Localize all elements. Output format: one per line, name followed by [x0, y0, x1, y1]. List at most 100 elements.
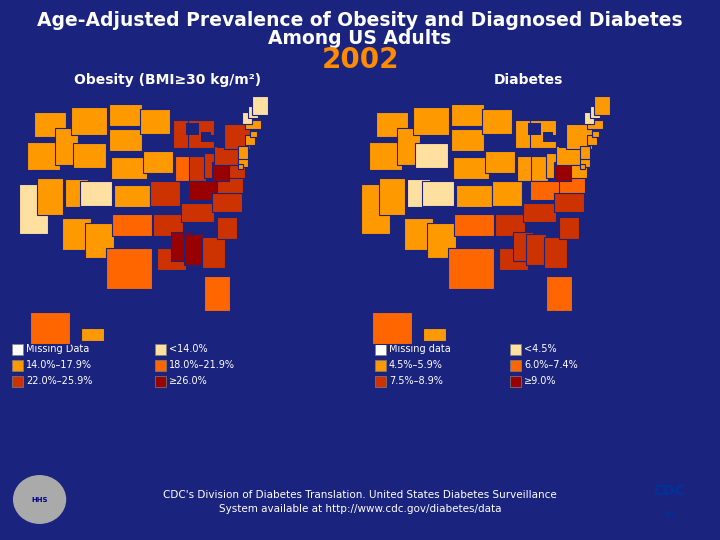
- Bar: [556, 146, 582, 165]
- Bar: [27, 141, 60, 170]
- Bar: [214, 146, 240, 165]
- Bar: [593, 96, 610, 115]
- Bar: [65, 179, 88, 207]
- Bar: [30, 312, 70, 343]
- Bar: [369, 141, 402, 170]
- Bar: [155, 376, 166, 387]
- Text: <14.0%: <14.0%: [169, 345, 207, 354]
- Bar: [515, 120, 538, 148]
- Bar: [156, 248, 186, 270]
- Circle shape: [14, 476, 66, 523]
- Bar: [580, 164, 585, 169]
- Bar: [590, 106, 600, 118]
- Text: ≥26.0%: ≥26.0%: [169, 376, 208, 387]
- Bar: [250, 131, 256, 137]
- Bar: [448, 248, 494, 289]
- Bar: [544, 237, 567, 268]
- Bar: [397, 127, 420, 165]
- Bar: [523, 202, 556, 221]
- Bar: [143, 151, 173, 173]
- Bar: [404, 218, 433, 249]
- Bar: [140, 109, 170, 134]
- Bar: [202, 237, 225, 268]
- Bar: [175, 156, 194, 181]
- Bar: [376, 112, 408, 137]
- Text: 14.0%–17.9%: 14.0%–17.9%: [26, 361, 92, 370]
- Bar: [571, 165, 587, 178]
- Text: 6.0%–7.4%: 6.0%–7.4%: [524, 361, 577, 370]
- Bar: [109, 129, 142, 151]
- Bar: [186, 123, 199, 136]
- Bar: [485, 151, 515, 173]
- Bar: [554, 193, 584, 212]
- Bar: [361, 184, 390, 234]
- Bar: [587, 120, 603, 129]
- Bar: [106, 248, 152, 289]
- Bar: [482, 109, 512, 134]
- Bar: [217, 174, 243, 193]
- Bar: [224, 124, 250, 150]
- Bar: [109, 104, 142, 126]
- Bar: [155, 344, 166, 355]
- Bar: [251, 96, 268, 115]
- Bar: [204, 276, 230, 310]
- Bar: [517, 156, 536, 181]
- Text: CDC's Division of Diabetes Translation. United States Diabetes Surveillance
Syst: CDC's Division of Diabetes Translation. …: [163, 490, 557, 514]
- Bar: [112, 214, 152, 235]
- Bar: [498, 248, 528, 270]
- Bar: [559, 141, 566, 148]
- Bar: [587, 136, 597, 145]
- Bar: [238, 164, 243, 169]
- Bar: [451, 104, 484, 126]
- Bar: [453, 157, 489, 179]
- Bar: [546, 276, 572, 310]
- Bar: [84, 223, 114, 258]
- Bar: [554, 134, 562, 143]
- Bar: [554, 162, 571, 181]
- Bar: [495, 214, 525, 235]
- Bar: [407, 179, 430, 207]
- Bar: [580, 157, 590, 167]
- Bar: [372, 312, 412, 343]
- Bar: [201, 132, 211, 141]
- Bar: [245, 136, 255, 145]
- Bar: [111, 157, 147, 179]
- Bar: [212, 162, 229, 181]
- Bar: [173, 120, 196, 148]
- Bar: [375, 360, 386, 371]
- Bar: [454, 214, 494, 235]
- Bar: [530, 120, 556, 148]
- Bar: [379, 178, 405, 215]
- Text: <4.5%: <4.5%: [524, 345, 557, 354]
- Bar: [12, 344, 23, 355]
- Bar: [546, 153, 566, 178]
- Bar: [189, 156, 206, 181]
- Bar: [559, 174, 585, 193]
- Bar: [592, 131, 598, 137]
- Bar: [584, 112, 593, 124]
- Bar: [217, 141, 224, 148]
- Bar: [559, 217, 579, 239]
- Bar: [34, 112, 66, 137]
- Bar: [217, 217, 237, 239]
- Bar: [81, 328, 104, 341]
- Text: Age-Adjusted Prevalence of Obesity and Diagnosed Diabetes: Age-Adjusted Prevalence of Obesity and D…: [37, 10, 683, 30]
- Bar: [55, 127, 78, 165]
- Bar: [422, 181, 454, 206]
- Text: Missing data: Missing data: [389, 345, 451, 354]
- Bar: [229, 165, 245, 178]
- Bar: [155, 360, 166, 371]
- Bar: [37, 178, 63, 215]
- Text: ≥9.0%: ≥9.0%: [524, 376, 557, 387]
- Text: 4.5%–5.9%: 4.5%–5.9%: [389, 361, 443, 370]
- Text: 22.0%–25.9%: 22.0%–25.9%: [26, 376, 92, 387]
- Bar: [12, 360, 23, 371]
- Bar: [423, 328, 446, 341]
- Bar: [212, 134, 220, 143]
- Text: Diabetes: Diabetes: [493, 73, 563, 87]
- Bar: [456, 185, 492, 207]
- Bar: [62, 218, 91, 249]
- Bar: [531, 156, 548, 181]
- Bar: [150, 181, 179, 206]
- Text: HHS: HHS: [32, 496, 48, 503]
